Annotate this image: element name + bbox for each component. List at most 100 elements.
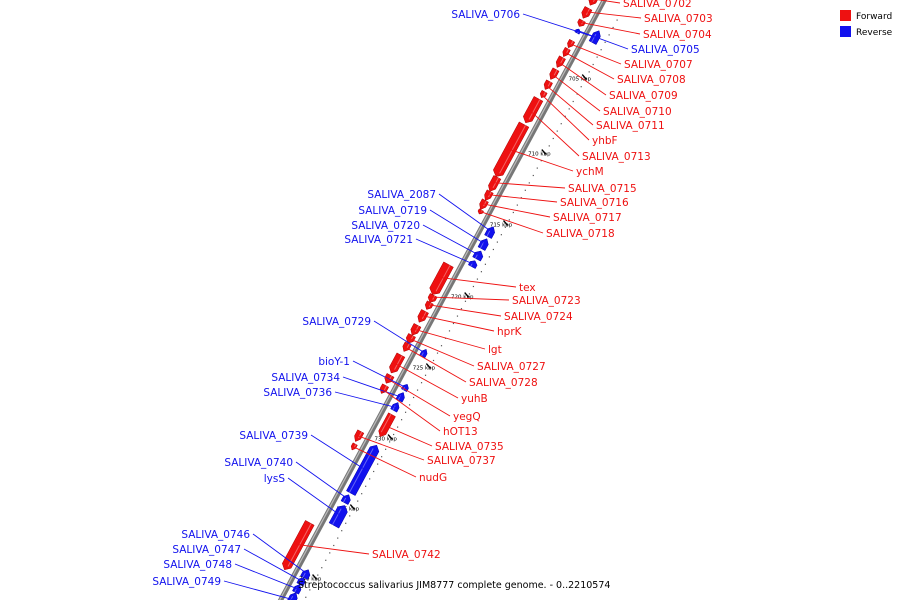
gene-leader-line [287,477,345,519]
gene-label-saliva_0746[interactable]: SALIVA_0746 [181,529,250,541]
gene-glyph-saliva_0737[interactable] [354,429,365,442]
gene-leader-line [550,72,601,112]
minor-tick [460,308,463,310]
gene-label-saliva_0717[interactable]: SALIVA_0717 [553,212,622,224]
minor-tick [365,485,367,487]
gene-glyph-saliva_0719[interactable] [477,238,489,251]
major-tick [425,363,432,369]
gene-label-ychm[interactable]: ychM [576,166,604,178]
gene-label-nudg[interactable]: nudG [419,472,447,484]
gene-label-saliva_0718[interactable]: SALIVA_0718 [546,228,615,240]
gene-glyph-ychm[interactable] [493,121,530,177]
major-tick [312,574,318,580]
gene-label-saliva_0723[interactable]: SALIVA_0723 [512,295,581,307]
gene-label-lgt[interactable]: lgt [488,344,502,356]
gene-glyph-saliva_0702[interactable] [588,0,599,6]
gene-label-saliva_0710[interactable]: SALIVA_0710 [603,106,672,118]
gene-label-saliva_0735[interactable]: SALIVA_0735 [435,441,504,453]
gene-glyph-saliva_0734[interactable] [395,392,405,403]
gene-leader-line [539,92,590,141]
gene-label-saliva_0721[interactable]: SALIVA_0721 [344,234,413,246]
gene-glyph-saliva_2087[interactable] [484,226,495,239]
gene-label-saliva_0734[interactable]: SALIVA_0734 [271,372,340,384]
gene-label-saliva_0727[interactable]: SALIVA_0727 [477,361,546,373]
minor-tick [448,330,451,332]
gene-glyph-saliva_0723[interactable] [427,293,438,303]
gene-leader-line [292,543,370,555]
gene-label-saliva_0713[interactable]: SALIVA_0713 [582,151,651,163]
gene-label-saliva_0724[interactable]: SALIVA_0724 [504,311,573,323]
gene-glyph-lyss[interactable] [328,505,348,529]
gene-glyph-yhbf[interactable] [539,89,548,99]
gene-leader-line [354,434,425,461]
gene-label-saliva_0709[interactable]: SALIVA_0709 [609,90,678,102]
gene-label-saliva_0736[interactable]: SALIVA_0736 [263,387,332,399]
gene-glyph-tex[interactable] [429,261,454,295]
minor-tick [345,522,347,524]
gene-label-saliva_0747[interactable]: SALIVA_0747 [172,544,241,556]
gene-leader-line [351,445,417,478]
gene-label-saliva_0728[interactable]: SALIVA_0728 [469,377,538,389]
gene-label-saliva_2087[interactable]: SALIVA_2087 [367,189,436,201]
gene-label-saliva_0715[interactable]: SALIVA_0715 [568,183,637,195]
gene-glyph-saliva_0740[interactable] [340,494,351,505]
gene-label-lyss[interactable]: lysS [264,473,286,485]
gene-label-saliva_0706[interactable]: SALIVA_0706 [451,9,520,21]
gene-label-saliva_0729[interactable]: SALIVA_0729 [302,316,371,328]
gene-glyph-saliva_0706[interactable] [588,30,601,45]
gene-label-saliva_0711[interactable]: SALIVA_0711 [596,120,665,132]
gene-label-saliva_0702[interactable]: SALIVA_0702 [623,0,692,10]
minor-tick [432,359,435,362]
tick-label: 710 kbp [528,151,551,157]
gene-label-yhbf[interactable]: yhbF [592,135,618,147]
gene-leader-line [406,336,475,367]
gene-glyph-saliva_0710[interactable] [549,67,560,80]
gene-glyph-saliva_0746[interactable] [300,569,311,580]
gene-label-saliva_0742[interactable]: SALIVA_0742 [372,549,441,561]
minor-tick [381,456,383,458]
gene-label-saliva_0719[interactable]: SALIVA_0719 [358,205,427,217]
minor-tick [548,145,550,147]
minor-tick [424,374,427,376]
gene-label-saliva_0707[interactable]: SALIVA_0707 [624,59,693,71]
gene-glyph-saliva_0711[interactable] [543,79,553,90]
gene-label-saliva_0720[interactable]: SALIVA_0720 [351,220,420,232]
gene-glyph-saliva_0739[interactable] [346,444,380,496]
gene-glyph-yuhb[interactable] [389,352,406,374]
gene-glyph-saliva_0729[interactable] [419,348,428,359]
gene-glyph-saliva_0748[interactable] [292,584,302,595]
gene-label-saliva_0739[interactable]: SALIVA_0739 [239,430,308,442]
gene-leader-line [575,29,629,50]
gene-label-bioy-1[interactable]: bioY-1 [318,356,350,368]
minor-tick [600,49,602,51]
gene-label-yegq[interactable]: yegQ [453,411,481,423]
gene-label-hot13[interactable]: hOT13 [443,426,478,438]
gene-glyph-hot13[interactable] [379,383,390,394]
gene-label-saliva_0716[interactable]: SALIVA_0716 [560,197,629,209]
gene-label-saliva_0737[interactable]: SALIVA_0737 [427,455,496,467]
gene-label-tex[interactable]: tex [519,282,536,294]
gene-label-saliva_0740[interactable]: SALIVA_0740 [224,457,293,469]
minor-tick [456,315,459,317]
gene-label-hprk[interactable]: hprK [497,326,523,338]
minor-tick [337,537,339,539]
tick-label: 740 kbp [299,576,322,582]
gene-label-saliva_0703[interactable]: SALIVA_0703 [644,13,713,25]
gene-glyph-saliva_0742[interactable] [282,520,315,571]
gene-label-saliva_0704[interactable]: SALIVA_0704 [643,29,712,41]
minor-tick [357,500,359,502]
gene-label-saliva_0705[interactable]: SALIVA_0705 [631,44,700,56]
gene-label-saliva_0749[interactable]: SALIVA_0749 [152,576,221,588]
minor-tick [480,271,483,273]
gene-label-saliva_0748[interactable]: SALIVA_0748 [163,559,232,571]
gene-leader-line [223,580,296,600]
gene-glyph-saliva_0715[interactable] [488,175,502,192]
gene-label-saliva_0708[interactable]: SALIVA_0708 [617,74,686,86]
gene-glyph-saliva_0713[interactable] [523,96,544,124]
gene-leader-line [252,533,310,576]
gene-label-yuhb[interactable]: yuhB [461,393,488,405]
gene-glyph-saliva_0749[interactable] [286,592,298,600]
gene-glyph-saliva_0709[interactable] [555,55,566,68]
gene-glyph-saliva_0735[interactable] [378,412,396,438]
gene-leader-line [477,210,544,234]
